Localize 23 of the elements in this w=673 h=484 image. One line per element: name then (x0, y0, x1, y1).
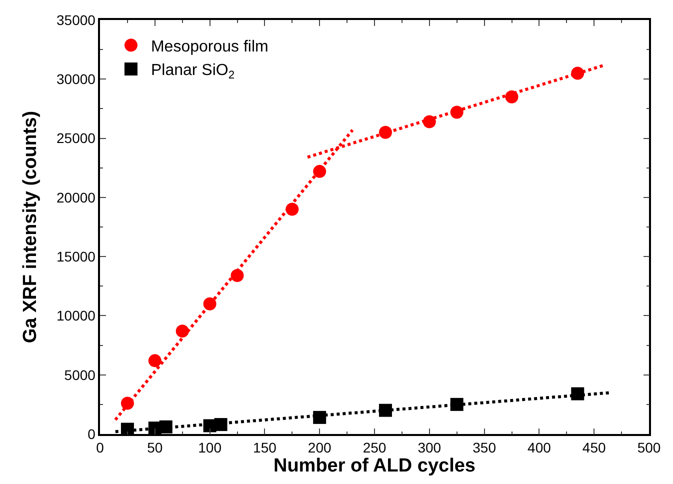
legend-label: Mesoporous film (150, 38, 268, 56)
y-tick-label: 30000 (56, 71, 96, 88)
y-tick-label: 20000 (56, 189, 96, 206)
x-tick-label: 500 (637, 440, 661, 456)
y-tick-label: 0 (88, 426, 96, 442)
x-tick-label: 400 (528, 440, 552, 456)
x-tick-label: 250 (362, 440, 386, 456)
x-tick-label: 350 (472, 440, 496, 456)
x-tick-label: 150 (253, 440, 277, 456)
x-tick-label: 300 (418, 440, 442, 456)
y-tick-label: 25000 (56, 130, 96, 146)
y-tick-label: 35000 (56, 12, 96, 28)
point (148, 354, 162, 368)
x-tick-label: 200 (308, 440, 332, 456)
x-tick-label: 450 (582, 440, 606, 456)
y-tick-label: 10000 (56, 308, 96, 324)
y-tick-label: 15000 (56, 248, 96, 264)
y-tick-label: 5000 (64, 366, 96, 383)
x-tick-label: 50 (147, 440, 163, 456)
x-axis-title: Number of ALD cycles (273, 456, 476, 477)
legend-label: Planar SiO$_{2}$ (150, 62, 235, 82)
y-axis-title: Ga XRF intensity (counts) (20, 110, 41, 344)
x-tick-label: 100 (198, 440, 222, 456)
